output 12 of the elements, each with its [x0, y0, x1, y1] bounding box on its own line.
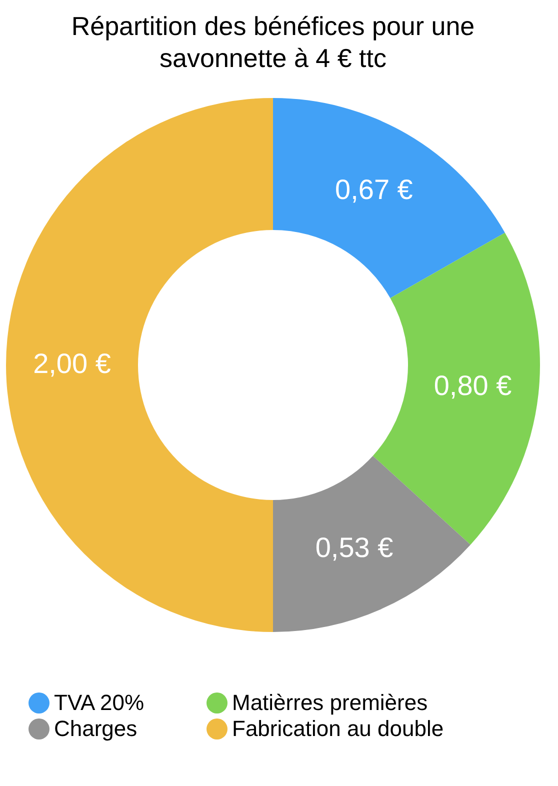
donut-slice — [273, 98, 505, 298]
data-label: 2,00 € — [33, 348, 112, 379]
data-label: 0,67 € — [335, 174, 414, 206]
legend-label: Matièrres premières — [232, 690, 428, 715]
donut-slice — [6, 98, 273, 632]
data-label: 0,80 € — [434, 370, 512, 402]
legend-label: Charges — [54, 716, 138, 741]
legend-label: Fabrication au double — [232, 716, 444, 741]
donut-slice — [273, 456, 470, 632]
legend-label: TVA 20% — [54, 690, 144, 715]
chart-title: Répartition des bénéfices pour une savonnette à 4 € ttc — [71, 11, 475, 73]
data-label: 0,53 € — [315, 532, 394, 563]
